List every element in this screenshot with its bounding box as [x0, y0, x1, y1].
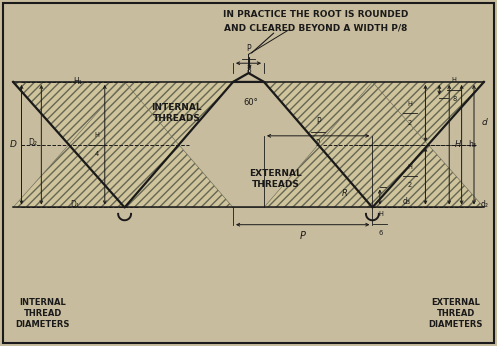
Text: H₁: H₁	[73, 78, 82, 86]
Text: IN PRACTICE THE ROOT IS ROUNDED: IN PRACTICE THE ROOT IS ROUNDED	[223, 10, 408, 19]
Text: H: H	[455, 140, 461, 149]
Polygon shape	[13, 82, 484, 208]
Text: H: H	[407, 101, 412, 107]
Text: INTERNAL
THREADS: INTERNAL THREADS	[151, 103, 202, 123]
Text: h₃: h₃	[469, 140, 477, 149]
Text: P: P	[300, 230, 306, 240]
Text: INTERNAL
THREAD
DIAMETERS: INTERNAL THREAD DIAMETERS	[15, 298, 70, 329]
Text: d₂: d₂	[481, 200, 489, 209]
Text: 4: 4	[94, 151, 98, 157]
Text: 8: 8	[246, 66, 251, 75]
Text: EXTERNAL
THREADS: EXTERNAL THREADS	[249, 169, 302, 189]
Text: 60°: 60°	[244, 98, 258, 107]
Text: H: H	[94, 132, 99, 138]
Text: 2: 2	[408, 120, 412, 126]
Text: H: H	[407, 164, 412, 170]
Text: 2: 2	[316, 139, 321, 148]
Text: P: P	[316, 117, 321, 126]
Text: AND CLEARED BEYOND A WIDTH P/8: AND CLEARED BEYOND A WIDTH P/8	[224, 23, 407, 32]
Text: H: H	[452, 78, 457, 83]
Text: D: D	[9, 140, 16, 149]
Text: EXTERNAL
THREAD
DIAMETERS: EXTERNAL THREAD DIAMETERS	[428, 298, 483, 329]
Text: R: R	[342, 189, 348, 198]
Text: D₁: D₁	[71, 200, 80, 209]
Text: P: P	[246, 44, 251, 53]
Polygon shape	[13, 82, 484, 208]
Text: d₃: d₃	[403, 197, 411, 206]
Text: 6: 6	[378, 230, 383, 236]
Text: 8: 8	[452, 96, 456, 102]
Text: 2: 2	[408, 182, 412, 189]
Text: d: d	[482, 118, 488, 127]
Text: H: H	[378, 211, 383, 217]
Text: D₂: D₂	[28, 138, 37, 147]
